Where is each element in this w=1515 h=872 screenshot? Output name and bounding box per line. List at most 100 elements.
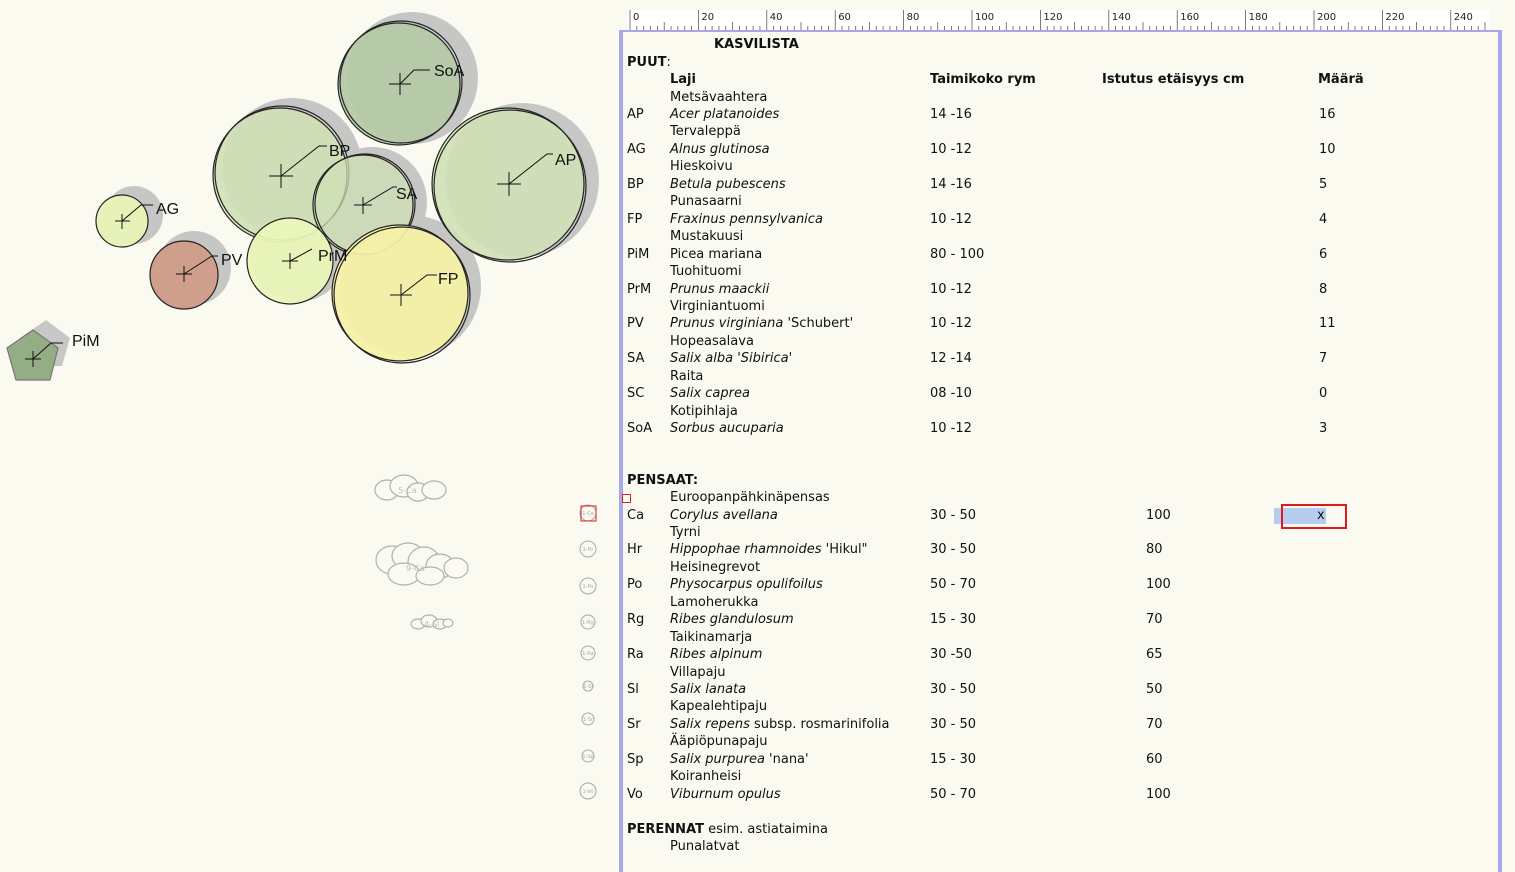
planting-spacing: 50 [1146,682,1163,697]
ruler-label: 140 [1112,12,1131,23]
common-name: Heisinegrevot [670,559,761,575]
text-cursor-handle[interactable] [622,494,631,503]
planting-plan-canvas[interactable]: SoA BP AP SA AG PV PrM FP PiM 5-Ca 9-Ca … [0,0,615,859]
plant-size: 30 - 50 [930,682,977,697]
shrub-marker-label: 1-Sp [582,754,593,760]
plant-code: SC [627,386,645,402]
tree-label-SA: SA [396,186,418,203]
plant-count: x [1317,507,1325,523]
header-spacing: Istutus etäisyys cm [1102,72,1245,87]
tree-label-SoA: SoA [434,63,465,80]
shrub-marker-1-hr[interactable]: 1-Hr [579,540,597,558]
common-name: Kotipihlaja [670,403,738,419]
latin-name: Hippophae rhamnoides 'Hikul" [670,542,868,558]
latin-name: Salix caprea [670,386,750,402]
ruler-label: 180 [1249,12,1268,23]
selected-cell-frame[interactable] [1281,504,1347,529]
horizontal-ruler[interactable]: 0 20 40 60 80 100 120 140 160 180 200 220 240 [627,10,1489,31]
latin-name: Salix purpurea 'nana' [670,751,809,767]
shrub-marker-label: 1-Rg [582,620,594,626]
common-name: Lamoherukka [670,594,759,610]
tree-FP[interactable] [331,224,471,364]
latin-name: Betula pubescens [670,176,786,192]
shrub-marker-1-sr[interactable]: 1-Sr [581,712,595,726]
shrub-marker-label: 1-Hr [583,547,595,553]
shrub-group-5-ca[interactable]: 5-Ca [374,474,447,502]
shrub-marker-1-rg[interactable]: 1-Rg [580,614,596,630]
plant-code: Sl [627,682,639,697]
selected-marker-frame [580,505,597,522]
tree-label-AG: AG [156,201,179,218]
common-name: Hopeasalava [670,333,754,349]
plant-code: Po [627,577,643,593]
latin-name: Prunus maackii [670,281,770,297]
plant-code: AG [627,141,646,157]
common-name: Raita [670,368,704,384]
plant-count: 8 [1319,281,1328,297]
plant-size: 10 -12 [930,211,972,227]
latin-name: Salix lanata [670,682,747,697]
planting-spacing: 70 [1146,716,1163,732]
plant-code: PiM [627,246,650,262]
latin-name: Corylus avellana [670,507,778,523]
shrub-marker-1-ca[interactable]: 1-Ca [579,504,597,522]
planting-spacing: 100 [1146,507,1171,523]
trees-heading: PUUT: [627,55,671,70]
plant-count: 0 [1319,386,1328,402]
plant-size: 80 - 100 [930,246,985,262]
plant-code: SA [627,351,645,367]
plant-size: 50 - 70 [930,786,977,802]
shrub-group-label-5-ca: 5-Ca [398,486,417,495]
shrub-marker-label: 1-Sl [583,684,593,690]
planting-spacing: 70 [1146,612,1163,628]
common-name: Koiranheisi [670,769,742,785]
ruler-label: 0 [633,12,639,23]
tree-label-PiM: PiM [72,333,100,350]
common-name: Kapealehtipaju [670,699,768,715]
plant-size: 14 -16 [930,107,972,122]
plant-count: 10 [1319,141,1336,157]
ruler-label: 20 [701,12,714,23]
planting-spacing: 100 [1146,577,1171,593]
tree-label-PV: PV [221,252,243,269]
latin-name: Physocarpus opulifoilus [670,577,823,593]
plant-code: PrM [627,281,652,297]
shrub-marker-1-vo[interactable]: 1-Vo [579,782,597,800]
common-name: Metsävaahtera [670,89,768,105]
ruler-label: 120 [1043,12,1062,23]
plant-size: 14 -16 [930,176,972,192]
header-laji: Laji [670,72,696,87]
plant-size: 10 -12 [930,421,972,437]
plant-count: 5 [1319,176,1328,192]
shrub-group-9-ca[interactable]: 9-Ca [375,542,469,586]
shrub-marker-1-ra[interactable]: 1-Ra [580,645,596,661]
tree-label-AP: AP [555,152,576,169]
plant-code: AP [627,107,644,122]
doc-title: KASVILISTA [714,37,799,52]
latin-name: Acer platanoides [670,107,780,122]
tree-label-BP: BP [329,143,350,160]
plant-list-document[interactable] [619,30,1502,872]
common-name: Virginiantuomi [670,298,765,314]
plant-size: 30 -50 [930,647,972,663]
plant-size: 10 -12 [930,281,972,297]
perennials-heading: PERENNAT esim. astiataimina [627,822,828,837]
plant-size: 30 - 50 [930,507,977,523]
plant-code: Ra [627,647,644,663]
latin-name: Prunus virginiana 'Schubert' [670,316,854,332]
plant-code: Ca [627,507,645,523]
shrub-marker-1-po[interactable]: 1-Po [579,577,597,595]
latin-name: Picea mariana [670,246,763,262]
tree-FP-canopy [331,224,469,362]
plant-size: 30 - 50 [930,542,977,558]
common-name: Villapaju [670,664,726,680]
plant-size: 10 -12 [930,316,972,332]
common-name: Ääpiöpunapaju [670,734,768,750]
shrub-group-4-sl[interactable]: 4-Sl [410,614,454,630]
planting-spacing: 60 [1146,751,1163,767]
shrub-marker-1-sp[interactable]: 1-Sp [581,749,595,763]
latin-name: Ribes glandulosum [670,612,794,628]
latin-name: Alnus glutinosa [670,141,770,157]
header-count: Määrä [1318,72,1364,87]
shrub-marker-1-sl[interactable]: 1-Sl [582,680,594,692]
